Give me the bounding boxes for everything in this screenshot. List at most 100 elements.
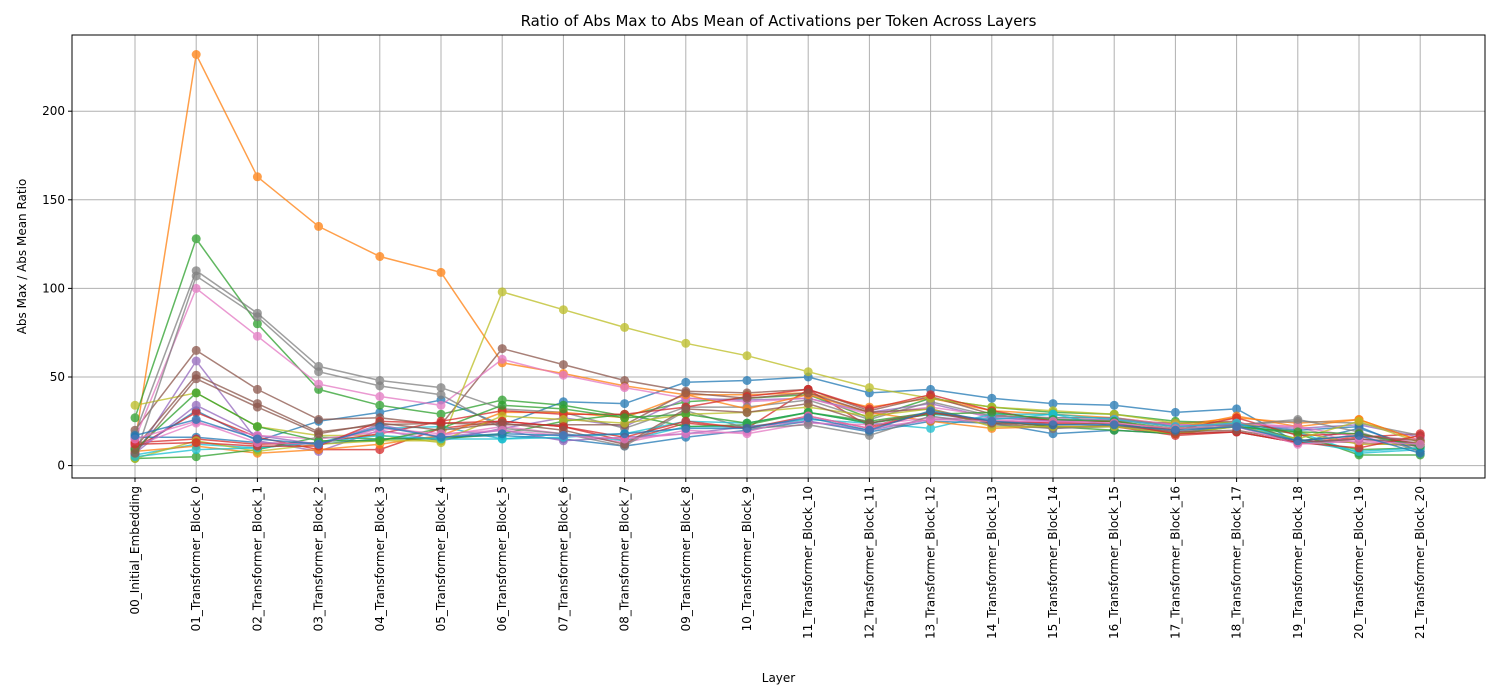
data-point bbox=[558, 415, 568, 424]
data-point bbox=[742, 376, 752, 385]
series-line bbox=[134, 377, 1421, 454]
data-point bbox=[314, 429, 324, 439]
grid bbox=[72, 35, 1485, 478]
data-point bbox=[1170, 425, 1180, 435]
data-point bbox=[1415, 439, 1425, 449]
data-point bbox=[436, 432, 446, 442]
data-point bbox=[252, 422, 262, 432]
data-point bbox=[252, 434, 262, 444]
data-point bbox=[742, 393, 752, 403]
x-tick-label: 21_Transformer_Block_20 bbox=[1413, 486, 1427, 639]
data-point bbox=[252, 402, 262, 412]
series-2 bbox=[130, 50, 1425, 448]
series-8 bbox=[130, 266, 1425, 440]
series-line bbox=[134, 269, 1421, 437]
data-point bbox=[1354, 443, 1364, 453]
x-tick-label: 09_Transformer_Block_8 bbox=[679, 486, 693, 631]
series-line bbox=[134, 411, 1421, 449]
data-point bbox=[191, 271, 201, 281]
series-line bbox=[134, 406, 1421, 460]
data-point bbox=[375, 400, 385, 410]
data-point bbox=[558, 305, 568, 315]
x-tick-label: 04_Transformer_Block_3 bbox=[373, 486, 387, 631]
data-point bbox=[803, 420, 813, 430]
data-point bbox=[436, 418, 446, 428]
x-axis-ticks: 00_Initial_Embedding 01_Transformer_Block… bbox=[128, 478, 1427, 639]
data-point bbox=[987, 416, 997, 426]
data-point bbox=[803, 388, 813, 398]
data-point bbox=[191, 400, 201, 410]
series-line bbox=[134, 388, 1421, 451]
data-point bbox=[252, 319, 262, 329]
data-point bbox=[191, 374, 201, 384]
data-point bbox=[803, 367, 813, 377]
y-tick-label: 0 bbox=[57, 459, 65, 473]
data-point bbox=[1109, 420, 1119, 430]
x-tick-label: 12_Transformer_Block_11 bbox=[862, 486, 876, 639]
data-point bbox=[1354, 416, 1364, 426]
data-point bbox=[558, 370, 568, 380]
y-tick-label: 200 bbox=[42, 104, 65, 118]
data-point bbox=[252, 172, 262, 182]
data-point bbox=[252, 312, 262, 322]
data-point bbox=[681, 388, 691, 398]
data-point bbox=[1232, 404, 1242, 414]
data-point bbox=[191, 356, 201, 366]
data-point bbox=[191, 452, 201, 462]
data-point bbox=[987, 407, 997, 417]
data-point bbox=[742, 351, 752, 361]
data-point bbox=[864, 411, 874, 421]
data-point bbox=[497, 418, 507, 428]
data-point bbox=[191, 234, 201, 244]
y-tick-label: 150 bbox=[42, 193, 65, 207]
data-point bbox=[1232, 422, 1242, 432]
series-line bbox=[134, 415, 1421, 446]
plot-frame bbox=[71, 34, 1486, 479]
x-tick-label: 17_Transformer_Block_16 bbox=[1168, 486, 1182, 639]
series-group bbox=[130, 50, 1425, 463]
data-point bbox=[375, 436, 385, 446]
data-point bbox=[681, 416, 691, 426]
x-tick-label: 13_Transformer_Block_12 bbox=[924, 486, 938, 639]
series-line bbox=[134, 393, 1421, 454]
data-point bbox=[742, 407, 752, 417]
data-point bbox=[314, 367, 324, 377]
data-point bbox=[375, 252, 385, 261]
data-point bbox=[252, 384, 262, 394]
series-25 bbox=[130, 406, 1425, 458]
series-20 bbox=[130, 407, 1425, 462]
series-line bbox=[134, 388, 1421, 446]
data-point bbox=[436, 267, 446, 277]
x-axis-label: Layer bbox=[762, 671, 796, 685]
data-point bbox=[864, 425, 874, 435]
series-line bbox=[135, 420, 1421, 453]
data-point bbox=[1293, 415, 1303, 424]
data-point bbox=[191, 283, 201, 293]
data-point bbox=[1170, 407, 1180, 417]
series-6 bbox=[130, 344, 1425, 451]
data-point bbox=[375, 422, 385, 432]
x-tick-label: 05_Transformer_Block_4 bbox=[434, 486, 448, 631]
data-point bbox=[1293, 427, 1303, 437]
data-point bbox=[620, 383, 630, 393]
data-point bbox=[436, 400, 446, 410]
data-point bbox=[191, 438, 201, 448]
x-tick-label: 16_Transformer_Block_15 bbox=[1107, 486, 1121, 639]
data-point bbox=[314, 439, 324, 449]
series-line bbox=[134, 376, 1421, 451]
y-axis-ticks: 0 50 100 150 200 bbox=[42, 104, 72, 473]
data-point bbox=[497, 354, 507, 364]
data-point bbox=[314, 379, 324, 389]
data-point bbox=[926, 390, 936, 400]
x-tick-label: 20_Transformer_Block_19 bbox=[1352, 486, 1366, 639]
series-line bbox=[134, 274, 1421, 457]
data-point bbox=[191, 388, 201, 398]
data-point bbox=[620, 322, 630, 332]
data-point bbox=[1109, 400, 1119, 410]
data-point bbox=[1048, 420, 1058, 430]
data-point bbox=[436, 390, 446, 400]
x-tick-label: 01_Transformer_Block_0 bbox=[189, 486, 203, 631]
data-point bbox=[926, 415, 936, 424]
data-point bbox=[314, 221, 324, 231]
